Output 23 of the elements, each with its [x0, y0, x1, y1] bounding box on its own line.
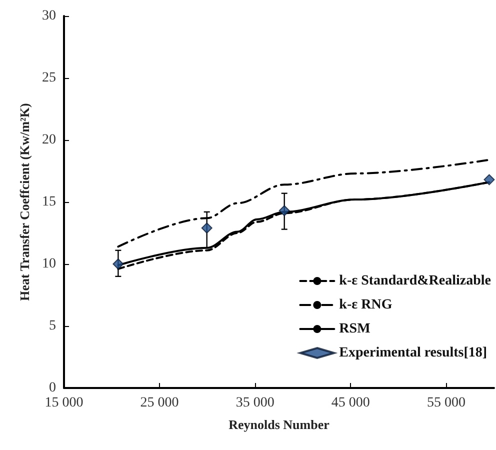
line-series — [117, 158, 490, 248]
y-tick-label: 10 — [42, 256, 56, 272]
x-tick-label: 15 000 — [44, 396, 84, 410]
point — [201, 222, 212, 234]
point — [112, 258, 124, 270]
y-tick-label: 15 — [42, 194, 56, 210]
x-tick-label: 55 000 — [426, 396, 466, 410]
point — [484, 174, 495, 186]
y-tick-label: 30 — [42, 8, 56, 24]
x-tick-label: 35 000 — [236, 396, 274, 410]
legend-label: RSM — [339, 322, 370, 336]
x-axis-title: Reynolds Number — [228, 417, 330, 432]
y-axis-title: Heat Transfer Coeffcient (Kw/m²K) — [17, 103, 32, 301]
legend-label: Experimental results[18] — [339, 346, 488, 360]
y-tick-label: 0 — [49, 380, 56, 396]
y-tick-label: 25 — [42, 70, 56, 86]
legend-label: k-ε Standard&Realizable — [339, 274, 492, 288]
x-tick-label: 45 000 — [331, 396, 370, 410]
point — [278, 205, 290, 216]
y-tick-label: 5 — [49, 318, 56, 334]
legend-label: k-ε RNG — [339, 298, 392, 312]
y-tick-label: 20 — [42, 132, 56, 148]
x-tick-label: 25 000 — [140, 396, 179, 410]
